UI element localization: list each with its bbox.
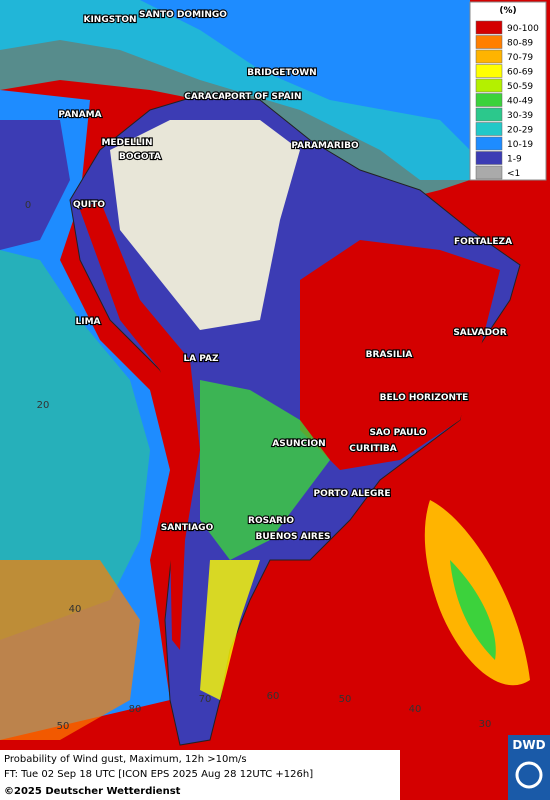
logo-icon xyxy=(515,761,543,789)
legend-label: 30-39 xyxy=(507,111,533,121)
legend-label: 80-89 xyxy=(507,39,533,49)
city-label: BUENOS AIRES xyxy=(256,532,331,542)
city-labels: KINGSTON SANTO DOMINGOBRIDGETOWNCARACASPO… xyxy=(57,9,513,543)
andes xyxy=(80,200,200,650)
legend-label: 40-49 xyxy=(507,97,533,107)
legend-swatch xyxy=(475,107,503,122)
city-label: FORTALEZA xyxy=(454,237,512,247)
legend-label: 10-19 xyxy=(507,140,533,150)
grid-label: 50 xyxy=(339,694,352,705)
legend: 90-100 80-89 70-79 60-69 50-59 40-49 30-39 20-2… xyxy=(475,20,539,180)
city-label: ASUNCION xyxy=(272,439,325,449)
footer-line: Probability of Wind gust, Maximum, 12h >… xyxy=(4,754,247,765)
legend-swatch xyxy=(475,93,503,107)
legend-label: 70-79 xyxy=(507,53,533,63)
patagonia xyxy=(200,560,260,700)
city-label: CURITIBA xyxy=(349,444,397,454)
pacific-mid xyxy=(0,250,150,640)
grid-labels: 0 20 40 50 80 70 60 50 40 30 xyxy=(25,200,492,732)
city-label: PORTO ALEGRE xyxy=(313,489,390,499)
city-label: MEDELLIN xyxy=(101,138,152,148)
footer-line: FT: Tue 02 Sep 18 UTC [ICON EPS 2025 Aug… xyxy=(4,769,313,780)
legend-label: 90-100 xyxy=(507,24,539,34)
legend-swatch xyxy=(475,49,503,64)
city-label: BRIDGETOWN xyxy=(247,68,316,78)
legend-swatch xyxy=(475,151,503,165)
atlantic-patch xyxy=(424,500,530,686)
grid-label: 50 xyxy=(57,721,70,732)
legend-label: <1 xyxy=(507,169,520,179)
logo-box xyxy=(508,735,550,800)
atlantic-patch-inner xyxy=(450,560,496,660)
legend-label: 50-59 xyxy=(507,82,533,92)
city-label: BOGOTA xyxy=(119,152,161,162)
legend-swatch xyxy=(475,64,503,78)
grid-label: 20 xyxy=(37,400,50,411)
legend-swatch xyxy=(475,122,503,136)
city-label: SAO PAULO xyxy=(369,428,426,438)
grid-label: 30 xyxy=(479,719,492,730)
grid-label: 40 xyxy=(409,704,422,715)
city-label: CARACAS xyxy=(184,92,232,102)
city-label: SANTIAGO xyxy=(161,523,214,533)
legend-title: (%) xyxy=(499,6,516,16)
legend-swatch xyxy=(475,20,503,35)
legend-label: 1-9 xyxy=(507,155,522,165)
brazil-high xyxy=(300,240,500,470)
city-label: QUITO xyxy=(73,200,105,210)
logo-text: DWD xyxy=(512,738,545,752)
city-label: BRASILIA xyxy=(366,350,413,360)
grid-label: 70 xyxy=(199,694,212,705)
grid-label: 80 xyxy=(129,704,142,715)
city-label: PARAMARIBO xyxy=(291,141,359,151)
grid-label: 0 xyxy=(25,200,31,211)
city-label: ROSARIO xyxy=(248,516,294,526)
city-label: KINGSTON xyxy=(83,15,136,25)
grid-label: 40 xyxy=(69,604,82,615)
legend-swatch xyxy=(475,78,503,93)
city-label: SANTO DOMINGO xyxy=(139,10,227,20)
pampas xyxy=(200,380,330,560)
legend-swatch xyxy=(475,35,503,49)
pacific-south xyxy=(0,560,140,740)
grid-label: 60 xyxy=(267,691,280,702)
legend-label: 60-69 xyxy=(507,68,533,78)
city-label: PORT OF SPAIN xyxy=(224,92,301,102)
city-label: BELO HORIZONTE xyxy=(380,393,469,403)
footer-line: ©2025 Deutscher Wetterdienst xyxy=(4,786,181,797)
legend-label: 20-29 xyxy=(507,126,533,136)
amazon-low xyxy=(110,120,300,330)
city-label: LIMA xyxy=(75,317,100,327)
footer-box xyxy=(0,750,400,800)
city-label: LA PAZ xyxy=(183,354,219,364)
city-label: SALVADOR xyxy=(453,328,506,338)
city-label: PANAMA xyxy=(58,110,101,120)
legend-swatch xyxy=(475,136,503,151)
pacific-low xyxy=(0,120,70,250)
legend-swatch xyxy=(475,165,503,180)
